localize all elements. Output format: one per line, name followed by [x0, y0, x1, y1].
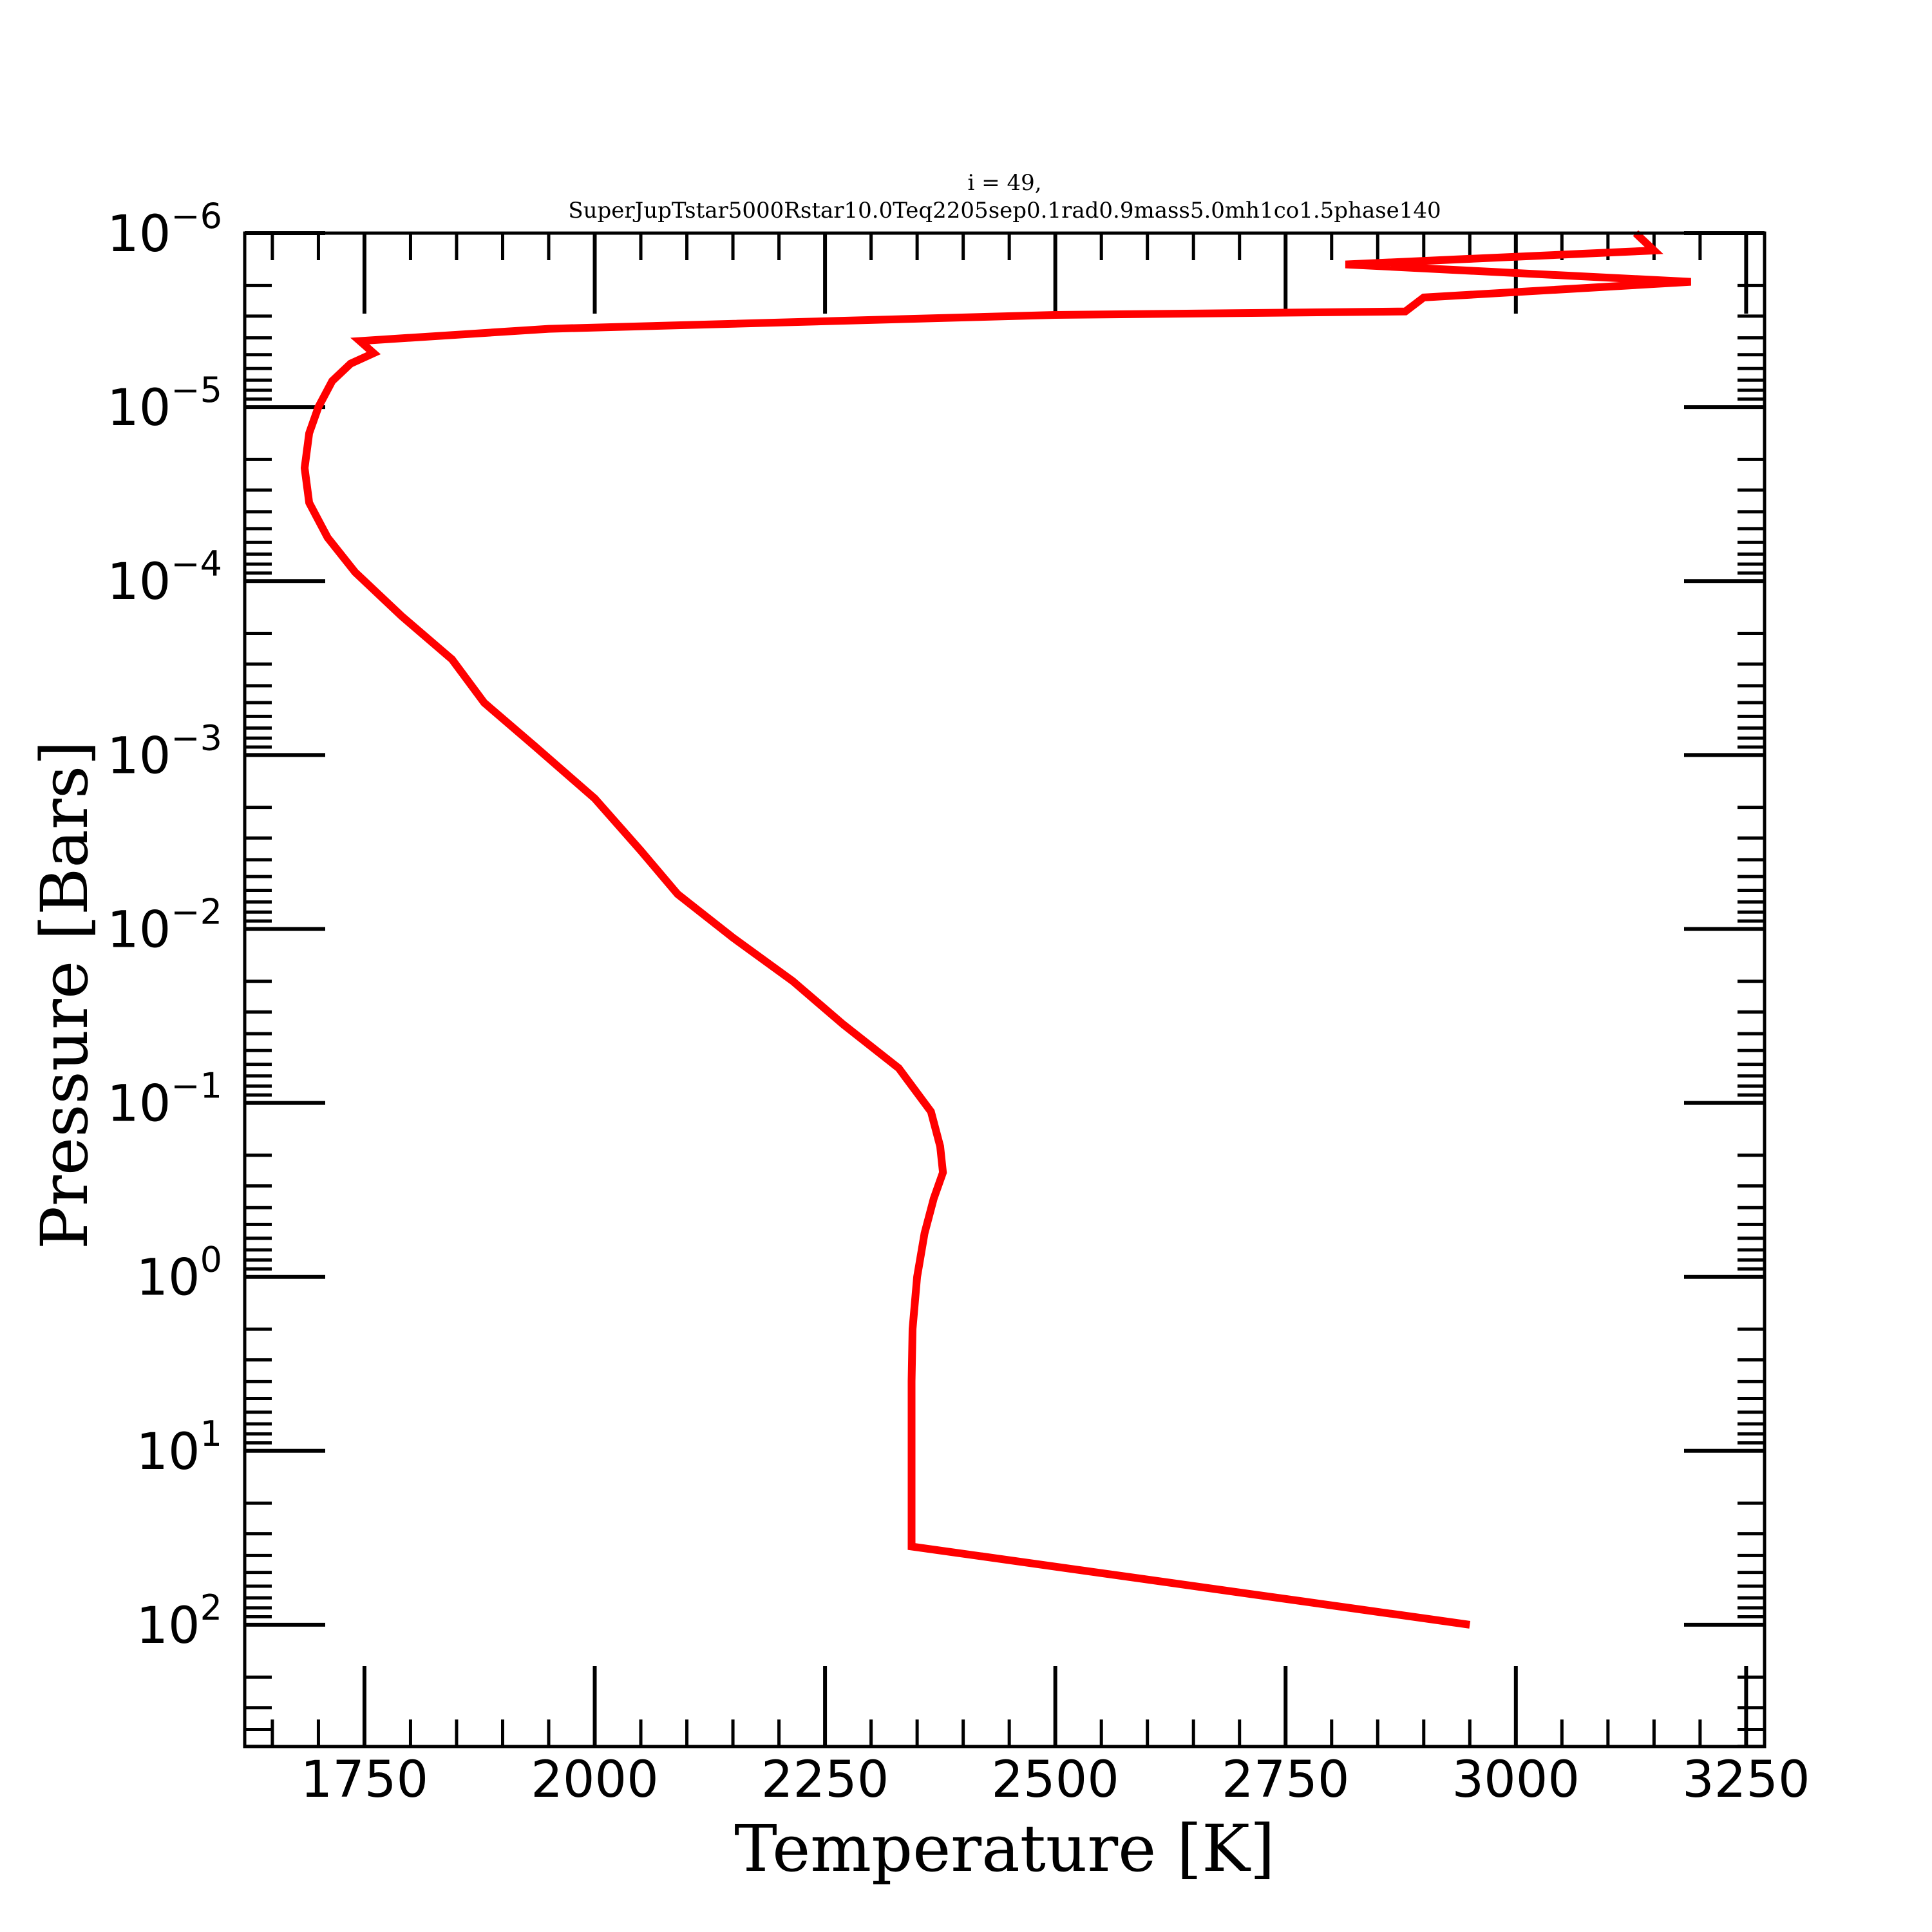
y-tick-exponent: 0: [200, 1240, 222, 1280]
y-tick-label: 10−1: [107, 1066, 222, 1133]
x-tick-label: 1750: [301, 1751, 429, 1809]
x-axis-label: Temperature [K]: [734, 1811, 1275, 1886]
y-tick-base: 10: [136, 1423, 200, 1481]
y-tick-label: 10−3: [107, 717, 222, 785]
y-tick-base: 10: [107, 727, 171, 785]
x-axis-tick-labels: 1750 2000 2250 2500 2750 3000 3250: [301, 1751, 1810, 1809]
series-group: [300, 230, 1691, 1629]
y-tick-base: 10: [136, 1597, 200, 1655]
y-tick-base: 10: [107, 205, 171, 263]
y-tick-label: 10−6: [107, 196, 222, 263]
y-tick-label: 102: [136, 1587, 222, 1655]
y-tick-exponent: −6: [171, 196, 222, 236]
y-tick-base: 10: [107, 379, 171, 437]
plot-frame: [243, 231, 1766, 1748]
y-tick-base: 10: [107, 553, 171, 611]
x-tick-label: 2750: [1222, 1751, 1350, 1809]
y-tick-exponent: −4: [171, 544, 222, 584]
y-tick-exponent: −1: [171, 1066, 222, 1106]
x-tick-label: 3000: [1452, 1751, 1580, 1809]
y-tick-base: 10: [107, 901, 171, 959]
y-tick-label: 10−5: [107, 370, 222, 437]
y-tick-base: 10: [136, 1249, 200, 1307]
y-tick-exponent: −2: [171, 891, 222, 932]
x-tick-label: 3250: [1682, 1751, 1810, 1809]
y-axis-ticks: [245, 231, 1765, 1748]
temperature-profile-line: [300, 230, 1691, 1629]
x-tick-label: 2500: [991, 1751, 1119, 1809]
y-tick-exponent: −5: [171, 370, 222, 410]
x-axis-ticks: [270, 233, 1748, 1747]
y-tick-exponent: 1: [200, 1414, 222, 1454]
y-tick-exponent: 2: [200, 1587, 222, 1628]
y-tick-base: 10: [107, 1075, 171, 1133]
x-tick-label: 2250: [761, 1751, 889, 1809]
y-tick-exponent: −3: [171, 717, 222, 758]
chart-title-line-1: i = 49,: [967, 170, 1041, 196]
x-tick-label: 2000: [531, 1751, 659, 1809]
y-tick-label: 100: [136, 1240, 222, 1307]
y-tick-label: 10−2: [107, 891, 222, 959]
y-axis-label: Pressure [Bars]: [27, 741, 102, 1249]
y-tick-label: 10−4: [107, 544, 222, 611]
chart-title-line-2: SuperJupTstar5000Rstar10.0Teq2205sep0.1r…: [568, 198, 1441, 223]
y-tick-label: 101: [136, 1414, 222, 1481]
